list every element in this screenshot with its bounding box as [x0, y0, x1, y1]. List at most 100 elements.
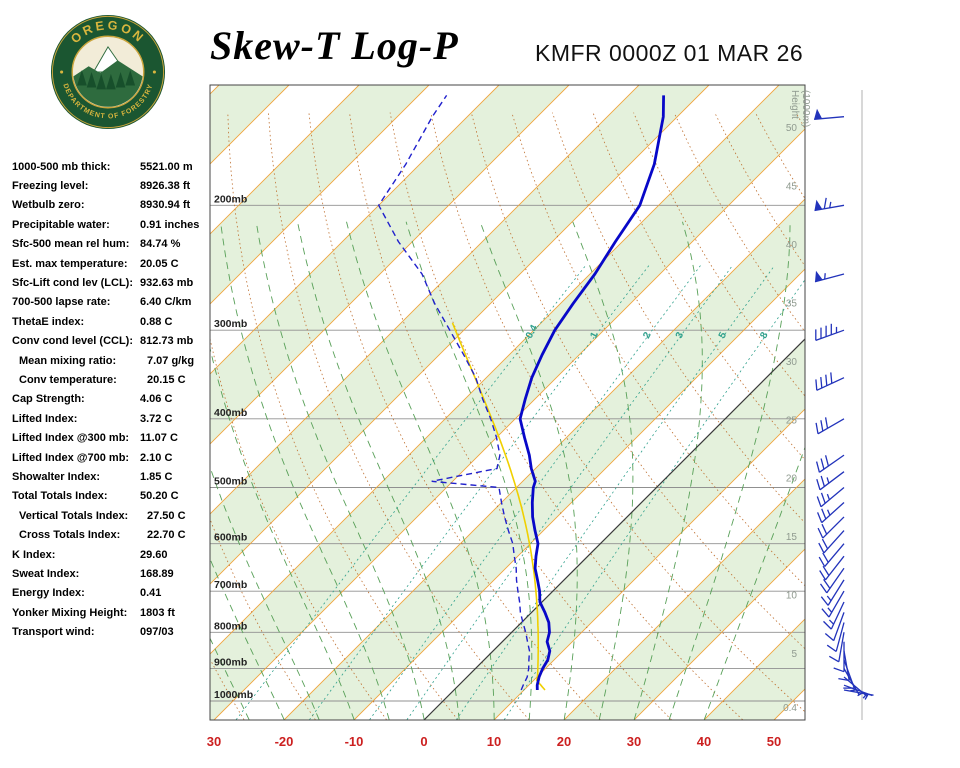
index-value: 3.72 C	[140, 412, 173, 425]
index-value: 097/03	[140, 626, 174, 639]
indices-panel: 1000-500 mb thick: 5521.00 m Freezing leve…	[12, 157, 212, 642]
plot-area: 0.4 1 2 3 5 8	[210, 85, 805, 720]
index-label: Est. max temperature:	[12, 257, 128, 270]
mixing-ratio-label: 8	[758, 330, 771, 340]
index-label: Vertical Totals Index:	[19, 509, 129, 522]
index-label: Total Totals Index:	[12, 490, 108, 503]
station-timestamp: KMFR 0000Z 01 MAR 26	[535, 40, 804, 66]
index-label: Precipitable water:	[12, 218, 110, 231]
svg-text:0: 0	[420, 734, 427, 749]
mixing-ratio-label: 2	[641, 330, 654, 340]
index-label: Sweat Index:	[12, 567, 80, 580]
svg-text:1000mb: 1000mb	[214, 689, 253, 701]
temp-axis-labels: 30 -20 -10 0 10 20 30 40 50	[207, 734, 781, 749]
index-row: Wetbulb zero: 8930.94 ft	[12, 196, 212, 215]
index-value: 5521.00 m	[140, 160, 193, 173]
index-label: Transport wind:	[12, 626, 95, 639]
svg-text:10: 10	[786, 591, 798, 602]
wind-barbs	[814, 90, 874, 720]
index-value: 20.15 C	[147, 373, 186, 386]
svg-text:50: 50	[767, 734, 781, 749]
index-value: 27.50 C	[147, 509, 186, 522]
svg-text:600mb: 600mb	[214, 532, 247, 544]
index-label: 1000-500 mb thick:	[12, 160, 111, 173]
svg-text:5: 5	[791, 649, 797, 660]
svg-text:400mb: 400mb	[214, 407, 247, 419]
index-label: Showalter Index:	[12, 470, 101, 483]
odf-logo: OREGON DEPARTMENT OF FORESTRY	[50, 14, 166, 130]
index-label: Energy Index:	[12, 587, 85, 600]
index-row: ThetaE index: 0.88 C	[12, 312, 212, 331]
index-label: Lifted Index:	[12, 412, 78, 425]
index-row: Showalter Index: 1.85 C	[12, 467, 212, 486]
index-row: Conv temperature: 20.15 C	[12, 370, 212, 389]
svg-text:200mb: 200mb	[214, 193, 247, 205]
index-value: 11.07 C	[140, 432, 178, 445]
index-label: Wetbulb zero:	[12, 199, 85, 212]
svg-text:30: 30	[627, 734, 641, 749]
svg-text:30: 30	[786, 357, 798, 368]
index-label: Mean mixing ratio:	[19, 354, 117, 367]
index-row: Lifted Index @300 mb: 11.07 C	[12, 428, 212, 447]
svg-text:20: 20	[786, 474, 798, 485]
svg-text:-10: -10	[345, 734, 364, 749]
index-row: 1000-500 mb thick: 5521.00 m	[12, 157, 212, 176]
parcel-trace	[451, 322, 546, 691]
index-label: Yonker Mixing Height:	[12, 606, 128, 619]
index-value: 8926.38 ft	[140, 180, 191, 193]
index-value: 812.73 mb	[140, 335, 194, 348]
index-label: Conv cond level (CCL):	[12, 335, 134, 348]
svg-text:40: 40	[697, 734, 711, 749]
index-label: Sfc-500 mean rel hum:	[12, 238, 130, 251]
index-value: 22.70 C	[147, 529, 186, 542]
index-row: Lifted Index @700 mb: 2.10 C	[12, 448, 212, 467]
svg-text:45: 45	[786, 181, 798, 192]
index-row: Est. max temperature: 20.05 C	[12, 254, 212, 273]
index-label: Conv temperature:	[19, 373, 117, 386]
index-value: 84.74 %	[140, 238, 181, 251]
index-row: Energy Index: 0.41	[12, 584, 212, 603]
index-row: Yonker Mixing Height: 1803 ft	[12, 603, 212, 622]
index-row: Sfc-Lift cond lev (LCL): 932.63 mb	[12, 273, 212, 292]
index-row: K Index: 29.60	[12, 545, 212, 564]
index-row: Sweat Index: 168.89	[12, 564, 212, 583]
svg-text:Height: Height	[789, 90, 800, 119]
index-label: Lifted Index @700 mb:	[12, 451, 130, 464]
index-row: Cross Totals Index: 22.70 C	[12, 525, 212, 544]
svg-text:35: 35	[786, 298, 798, 309]
index-row: Precipitable water: 0.91 inches	[12, 215, 212, 234]
svg-text:10: 10	[487, 734, 501, 749]
index-value: 1803 ft	[140, 606, 175, 619]
index-row: Sfc-500 mean rel hum: 84.74 %	[12, 235, 212, 254]
index-row: Conv cond level (CCL): 812.73 mb	[12, 332, 212, 351]
index-row: Transport wind: 097/03	[12, 622, 212, 641]
svg-text:(1000m): (1000m)	[800, 90, 811, 127]
index-label: 700-500 lapse rate:	[12, 296, 111, 309]
index-value: 2.10 C	[140, 451, 173, 464]
svg-text:800mb: 800mb	[214, 620, 247, 632]
index-row: Mean mixing ratio: 7.07 g/kg	[12, 351, 212, 370]
index-label: Freezing level:	[12, 180, 89, 193]
index-row: Lifted Index: 3.72 C	[12, 409, 212, 428]
svg-text:25: 25	[786, 415, 798, 426]
index-value: 8930.94 ft	[140, 199, 191, 212]
index-value: 168.89	[140, 567, 174, 580]
pressure-axis-labels: 200mb 300mb 400mb 500mb 600mb 700mb 800mb 900mb…	[214, 193, 253, 701]
mixing-ratio-label: 3	[674, 330, 687, 340]
svg-text:0.4: 0.4	[783, 703, 797, 714]
index-value: 932.63 mb	[140, 277, 194, 290]
index-row: Total Totals Index: 50.20 C	[12, 487, 212, 506]
svg-text:40: 40	[786, 240, 798, 251]
svg-text:15: 15	[786, 532, 798, 543]
index-row: Cap Strength: 4.06 C	[12, 390, 212, 409]
trees-icon	[77, 70, 136, 90]
logo-scene	[73, 45, 143, 107]
index-row: Vertical Totals Index: 27.50 C	[12, 506, 212, 525]
index-label: Lifted Index @300 mb:	[12, 432, 130, 445]
page-title: Skew-T Log-P	[210, 23, 459, 68]
svg-text:700mb: 700mb	[214, 579, 247, 591]
temperature-trace	[518, 95, 665, 691]
index-value: 1.85 C	[140, 470, 173, 483]
svg-text:300mb: 300mb	[214, 318, 247, 330]
svg-text:900mb: 900mb	[214, 657, 247, 669]
